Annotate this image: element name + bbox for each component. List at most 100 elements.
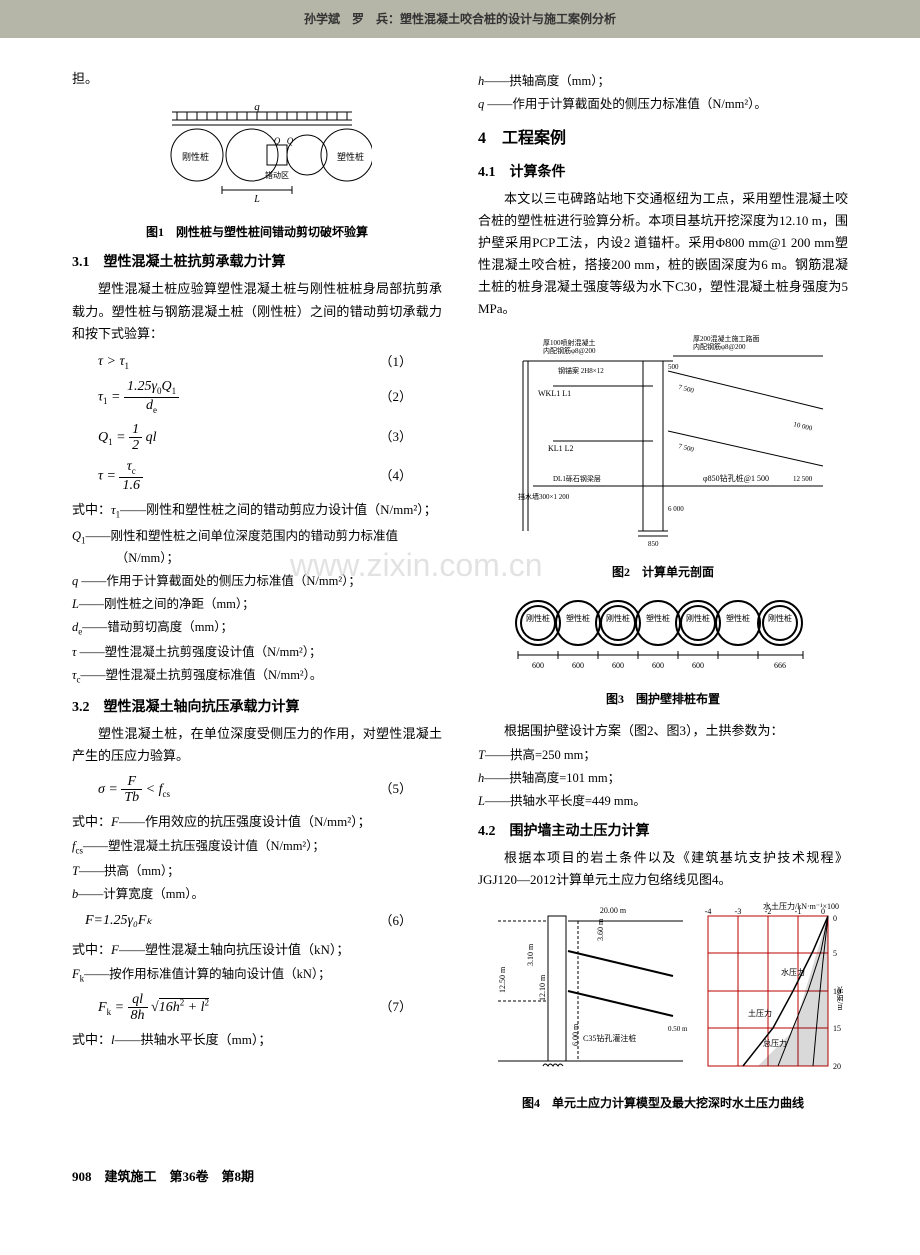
eq1: τ > τ1 （1） [72,351,442,373]
def-de: de——错动剪切高度（mm）； [72,617,442,639]
figure-2: 厚100喷射混凝土 内配钢筋φ8@200 厚200混凝土施工路面 内配钢筋φ8@… [478,331,848,583]
figure-3: 刚性桩 塑性桩 刚性桩 塑性桩 刚性桩 塑性桩 刚性桩 600 600 600 … [478,593,848,710]
eq5: σ = FTb < fcs （5） [72,774,442,806]
sec42-title: 4.2 围护墙主动土压力计算 [478,821,848,843]
svg-text:-3: -3 [735,907,742,916]
svg-text:刚性桩: 刚性桩 [686,613,710,623]
svg-text:塑性桩: 塑性桩 [726,613,750,623]
fig3-caption: 图3 围护壁排桩布置 [478,690,848,709]
def-q: q ——作用于计算截面处的侧压力标准值（N/mm²）； [72,571,442,591]
sec42-p1: 根据本项目的岩土条件以及《建筑基坑支护技术规程》JGJ120—2012计算单元土… [478,847,848,891]
sec31-title: 3.1 塑性混凝土桩抗剪承载力计算 [72,252,442,274]
svg-text:L: L [253,194,260,205]
header-title: 孙学斌 罗 兵：塑性混凝土咬合桩的设计与施工案例分析 [304,12,616,26]
fig1-svg: q 刚性桩 塑性桩 Q [142,100,372,210]
svg-text:500: 500 [668,363,679,371]
svg-text:600: 600 [532,661,544,670]
figure-1: q 刚性桩 塑性桩 Q [72,100,442,242]
svg-text:刚性桩: 刚性桩 [526,613,550,623]
svg-text:0: 0 [833,914,837,923]
svg-text:内配钢筋φ8@200: 内配钢筋φ8@200 [693,342,746,351]
fig2-svg: 厚100喷射混凝土 内配钢筋φ8@200 厚200混凝土施工路面 内配钢筋φ8@… [493,331,833,551]
fig4-pile: C35钻孔灌注桩 [583,1033,636,1043]
svg-text:600: 600 [692,661,704,670]
eq4: τ = τc1.6 （4） [72,459,442,493]
right-column: h——拱轴高度（mm）； q ——作用于计算截面处的侧压力标准值（N/mm²）。… [470,68,848,1123]
svg-text:600: 600 [612,661,624,670]
fig4-caption: 图4 单元土应力计算模型及最大挖深时水土压力曲线 [478,1094,848,1113]
arch-T: T——拱高=250 mm； [478,745,848,765]
svg-text:6.00 m: 6.00 m [571,1023,580,1046]
fig4-total: 总压力 [763,1038,787,1048]
fig2-kl1: KL1 L2 [548,444,574,453]
page-footer: 908 建筑施工 第36卷 第8期 [0,1167,920,1188]
figure-4: 20.00 m 12.50 m 3.10 m 12.10 m 6.00 m 3.… [478,901,848,1113]
svg-text:850: 850 [648,540,659,548]
top-def-q: q ——作用于计算截面处的侧压力标准值（N/mm²）。 [478,94,848,114]
def-tau: τ ——塑性混凝土抗剪强度设计值（N/mm²）； [72,642,442,662]
def-fcs: fcs——塑性混凝土抗压强度设计值（N/mm²）； [72,836,442,858]
svg-text:7 500: 7 500 [678,442,696,454]
svg-text:-4: -4 [705,907,712,916]
eq3: Q1 = 12 ql （3） [72,422,442,454]
fig1-plastic: 塑性桩 [337,151,364,162]
sec31-p1: 塑性混凝土桩应验算塑性混凝土桩与刚性桩桩身局部抗剪承载力。塑性桩与钢筋混凝土桩（… [72,278,442,344]
arch-L: L——拱轴水平长度=449 mm。 [478,791,848,811]
svg-text:5: 5 [833,949,837,958]
fig1-rigid: 刚性桩 [182,151,209,162]
sec32-title: 3.2 塑性混凝土轴向抗压承载力计算 [72,697,442,719]
content: 担。 q 刚性桩 [0,68,920,1143]
fig4-water: 水压力 [781,967,805,977]
fig4-depth-label: 深度/m [836,986,843,1011]
eq6: F=1.25γ₀Fₖ （6） [72,910,442,932]
def-L: L——刚性桩之间的净距（mm）； [72,594,442,614]
svg-text:6 000: 6 000 [668,505,684,513]
svg-text:12 500: 12 500 [793,475,813,483]
fig2-pile: φ850钻孔桩@1 500 [703,473,769,483]
def-q1: Q1——刚性和塑性桩之间单位深度范围内的错动剪力标准值（N/mm）； [72,526,442,568]
def-Fk: Fk——按作用标准值计算的轴向设计值（kN）； [72,964,442,986]
fig3-svg: 刚性桩 塑性桩 刚性桩 塑性桩 刚性桩 塑性桩 刚性桩 600 600 600 … [508,593,818,678]
svg-text:Q: Q [287,136,294,146]
fig2-wkl1: WKL1 L1 [538,389,571,398]
svg-text:塑性桩: 塑性桩 [646,613,670,623]
fig1-shear: 错动区 [265,170,289,180]
intro-tail: 担。 [72,68,442,90]
svg-text:刚性桩: 刚性桩 [768,613,792,623]
fig4-earth: 土压力 [748,1008,772,1018]
sec32-defs2: 式中：F——塑性混凝土轴向抗压设计值（kN）； [72,939,442,961]
svg-text:-2: -2 [765,907,772,916]
sec31-defs-intro: 式中：τ1——刚性和塑性桩之间的错动剪应力设计值（N/mm²）； [72,499,442,523]
sec32-defs-intro: 式中：F——作用效应的抗压强度设计值（N/mm²）； [72,811,442,833]
sec41-p1: 本文以三屯碑路站地下交通枢纽为工点，采用塑性混凝土咬合桩的塑性桩进行验算分析。本… [478,188,848,321]
svg-text:20.00 m: 20.00 m [600,906,627,915]
def-T: T——拱高（mm）； [72,861,442,881]
svg-text:塑性桩: 塑性桩 [566,613,590,623]
fig2-anchor: 钢锚案 2H8×12 [558,366,604,375]
top-def-h: h——拱轴高度（mm）； [478,71,848,91]
arch-intro: 根据围护壁设计方案（图2、图3），土拱参数为： [478,720,848,742]
fig2-caption: 图2 计算单元剖面 [478,563,848,582]
fig2-spray: 厚100喷射混凝土 [543,338,596,347]
sec4-title: 4 工程案例 [478,126,848,152]
svg-text:Q: Q [274,136,281,146]
def-tauc: τc——塑性混凝土抗剪强度标准值（N/mm²）。 [72,665,442,687]
svg-text:12.50 m: 12.50 m [498,966,507,993]
sec41-title: 4.1 计算条件 [478,162,848,184]
svg-text:15: 15 [833,1024,841,1033]
def-b: b——计算宽度（mm）。 [72,884,442,904]
svg-text:内配钢筋φ8@200: 内配钢筋φ8@200 [543,346,596,355]
left-column: 担。 q 刚性桩 [72,68,450,1123]
svg-text:10 000: 10 000 [793,420,814,433]
sec32-defs3: 式中：l——拱轴水平长度（mm）； [72,1029,442,1051]
svg-text:3.10 m: 3.10 m [526,943,535,966]
eq2: τ1 = 1.25γ0Q1de （2） [72,379,442,415]
fig2-road: 厚200混凝土施工路面 [693,334,760,343]
fig1-caption: 图1 刚性桩与塑性桩间错动剪切破坏验算 [72,223,442,242]
fig2-dam: 挡水墙300×1 200 [518,492,570,501]
svg-text:600: 600 [572,661,584,670]
svg-text:600: 600 [652,661,664,670]
fig4-svg: 20.00 m 12.50 m 3.10 m 12.10 m 6.00 m 3.… [483,901,843,1081]
page-header: 孙学斌 罗 兵：塑性混凝土咬合桩的设计与施工案例分析 [0,0,920,38]
fig1-q: q [254,101,260,113]
